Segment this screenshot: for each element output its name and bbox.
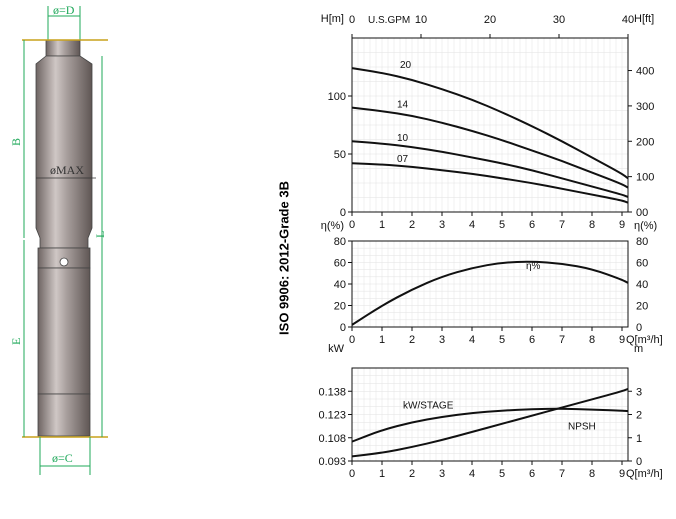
y-axis-label-right: H[ft] [634, 13, 654, 25]
x-tick-label: 8 [589, 219, 595, 231]
series-line-07 [351, 162, 629, 204]
y-tick-label-right: 100 [636, 172, 654, 184]
x-tick-label: 1 [379, 468, 385, 480]
series-label: 14 [397, 100, 409, 111]
y-axis-label-right: η(%) [634, 220, 657, 232]
y-axis-label-left: H[m] [321, 13, 344, 25]
top-tick-label: 10 [415, 14, 427, 26]
x-tick-label: 8 [589, 468, 595, 480]
y-tick-label: 60 [334, 258, 346, 270]
y-tick-label-right: 60 [636, 258, 648, 270]
diameter-d-label: ø=D [53, 3, 75, 17]
dimension-b-label: B [9, 138, 23, 146]
x-tick-label: 9 [619, 219, 625, 231]
x-tick-label: 3 [439, 219, 445, 231]
x-tick-label: 6 [529, 219, 535, 231]
x-axis-label: Q[m³/h] [626, 334, 663, 346]
x-tick-label: 7 [559, 334, 565, 346]
x-tick-label: 0 [349, 334, 355, 346]
y-tick-label-right: 0 [636, 322, 642, 334]
top-axis-label: U.S.GPM [368, 15, 410, 26]
y-tick-label-right: 0 [636, 456, 642, 468]
y-tick-label: 0 [340, 207, 346, 219]
y-axis-label-left: η(%) [321, 220, 344, 232]
top-tick-label: 20 [484, 14, 496, 26]
dimension-e-label: E [9, 338, 23, 345]
x-tick-label: 7 [559, 219, 565, 231]
x-tick-label: 3 [439, 334, 445, 346]
y-axis-label-left: kW [328, 343, 345, 355]
x-tick-label: 2 [409, 468, 415, 480]
y-tick-label-right: 1 [636, 433, 642, 445]
x-tick-label: 4 [469, 334, 475, 346]
top-tick-label: 0 [349, 14, 355, 26]
y-tick-label-right: 40 [636, 279, 648, 291]
y-tick-label: 0 [340, 322, 346, 334]
x-tick-label: 5 [499, 468, 505, 480]
x-tick-label: 5 [499, 219, 505, 231]
x-tick-label: 7 [559, 468, 565, 480]
y-tick-label: 20 [334, 301, 346, 313]
series-line-14 [351, 106, 629, 189]
x-axis-label: Q[m³/h] [626, 468, 663, 480]
series-line-10 [351, 140, 629, 198]
y-tick-label-right: 3 [636, 386, 642, 398]
y-tick-label: 0.093 [318, 456, 346, 468]
y-tick-label-right: 300 [636, 101, 654, 113]
diameter-max-label: øMAX [50, 163, 84, 177]
top-tick-label: 30 [553, 14, 565, 26]
performance-charts: 0 1 2 3 4 5 6 7 8 9050100H[m]00100200300400H[ft]0… [318, 13, 663, 480]
x-tick-label: 9 [619, 334, 625, 346]
y-axis-label-right: m [634, 343, 643, 355]
series-label: 10 [397, 133, 409, 144]
series-line-η% [351, 260, 629, 326]
series-label: 20 [400, 60, 412, 71]
diameter-c-label: ø=C [52, 451, 73, 465]
x-tick-label: 6 [529, 334, 535, 346]
x-tick-label: 1 [379, 334, 385, 346]
x-tick-label: 1 [379, 219, 385, 231]
series-line-20 [351, 67, 629, 180]
y-tick-label: 100 [328, 91, 346, 103]
x-tick-label: 5 [499, 334, 505, 346]
y-tick-label: 0.108 [318, 433, 346, 445]
series-label: kW/STAGE [403, 400, 454, 411]
y-tick-label-right: 20 [636, 301, 648, 313]
y-tick-label-right: 400 [636, 66, 654, 78]
x-tick-label: 4 [469, 219, 475, 231]
y-tick-label-right: 00 [636, 207, 648, 219]
x-tick-label: 3 [439, 468, 445, 480]
x-tick-label: 2 [409, 219, 415, 231]
y-tick-label: 0.123 [318, 410, 346, 422]
top-tick-label: 40 [622, 14, 634, 26]
y-tick-label: 50 [334, 149, 346, 161]
series-label: η% [526, 261, 541, 272]
x-tick-label: 9 [619, 468, 625, 480]
x-tick-label: 4 [469, 468, 475, 480]
y-tick-label-right: 2 [636, 410, 642, 422]
x-tick-label: 0 [349, 219, 355, 231]
x-tick-label: 6 [529, 468, 535, 480]
series-line-NPSH [351, 387, 629, 458]
x-tick-label: 2 [409, 334, 415, 346]
y-tick-label-right: 80 [636, 236, 648, 248]
series-line-kW/STAGE [351, 407, 629, 443]
dimension-l-label: L [93, 231, 107, 238]
series-label: 07 [397, 154, 409, 165]
pump-drawing: ø=D B E L øMAX ø=C [9, 3, 108, 475]
y-tick-label: 80 [334, 236, 346, 248]
y-tick-label: 0.138 [318, 386, 346, 398]
x-tick-label: 0 [349, 468, 355, 480]
y-tick-label-right: 200 [636, 136, 654, 148]
x-tick-label: 8 [589, 334, 595, 346]
y-tick-label: 40 [334, 279, 346, 291]
series-label: NPSH [568, 422, 596, 433]
